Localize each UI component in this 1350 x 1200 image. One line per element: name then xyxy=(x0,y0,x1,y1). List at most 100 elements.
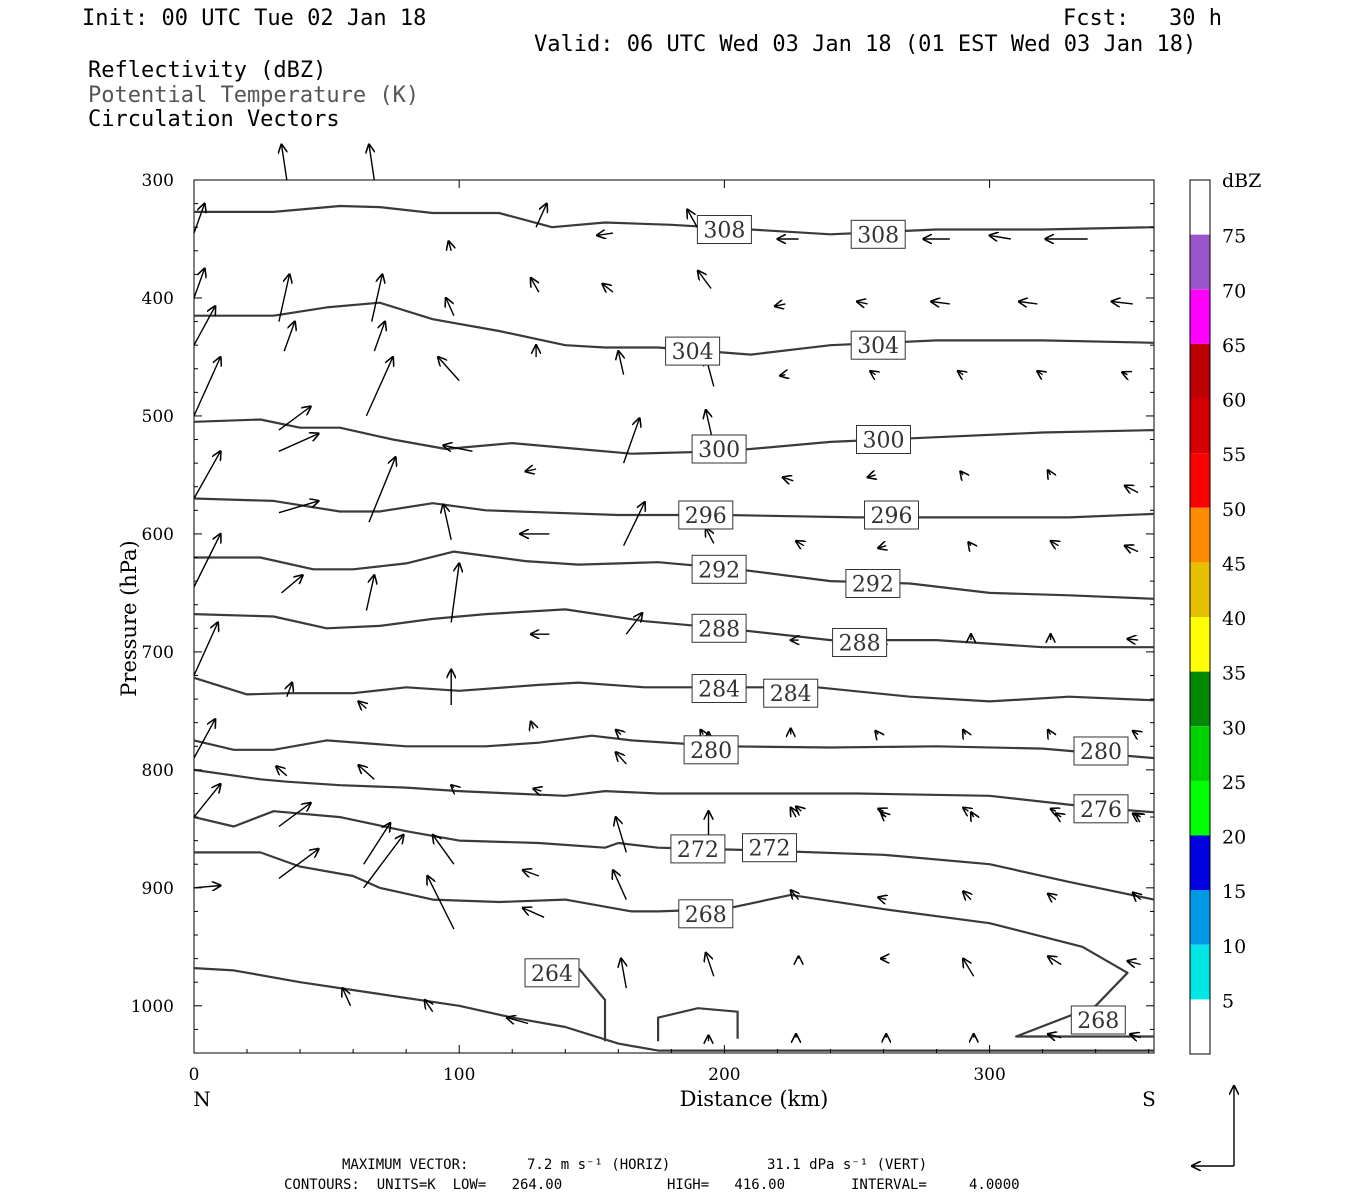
colorbar-label: 55 xyxy=(1222,444,1246,466)
colorbar-segment xyxy=(1190,562,1210,617)
colorbar-segment xyxy=(1190,398,1210,454)
colorbar-segment xyxy=(1190,343,1210,399)
circulation-vector xyxy=(616,817,627,853)
circulation-vector xyxy=(193,269,205,299)
circulation-vector xyxy=(278,434,319,452)
circulation-vector xyxy=(278,803,311,828)
circulation-vector xyxy=(706,528,715,544)
colorbar-label: 60 xyxy=(1222,390,1246,412)
circulation-vector xyxy=(963,959,975,977)
circulation-vector xyxy=(451,785,454,787)
contour-label-box xyxy=(678,899,734,929)
contour-label-box xyxy=(864,500,919,530)
circulation-vector xyxy=(281,575,303,594)
circulation-vector xyxy=(449,241,452,251)
circulation-vector xyxy=(1133,893,1141,900)
circulation-vector xyxy=(597,233,614,235)
circulation-vector xyxy=(783,477,794,481)
circulation-vector xyxy=(193,784,221,818)
circulation-vector xyxy=(193,204,205,234)
theta-contour-292 xyxy=(194,550,1155,600)
circulation-vector xyxy=(358,701,366,708)
circulation-vector xyxy=(706,953,715,977)
theta-contour-268 xyxy=(194,851,1154,1038)
colorbar-segment xyxy=(1190,944,1210,1000)
theta-contour-264 xyxy=(193,967,1154,1052)
theta-contour-304 xyxy=(194,301,1155,356)
theta-contour-288 xyxy=(193,608,1154,649)
circulation-vector xyxy=(363,835,404,889)
circulation-vector xyxy=(1112,302,1133,304)
legend-reflectivity: Reflectivity (dBZ) xyxy=(88,58,327,83)
colorbar-segment xyxy=(1190,835,1210,891)
colorbar-label: 65 xyxy=(1222,335,1246,357)
circulation-vector xyxy=(373,322,385,352)
circulation-vector xyxy=(1051,809,1056,811)
circulation-vector xyxy=(446,298,455,316)
init-time: Init: 00 UTC Tue 02 Jan 18 xyxy=(82,6,427,31)
colorbar-label: 25 xyxy=(1222,772,1246,794)
contour-label: 264 xyxy=(531,962,573,987)
circulation-vector xyxy=(368,457,396,523)
colorbar-label: 30 xyxy=(1222,717,1246,739)
circulation-vector xyxy=(1048,730,1051,735)
valid-time: Valid: 06 UTC Wed 03 Jan 18 (01 EST Wed … xyxy=(534,32,1197,57)
circulation-vector xyxy=(1056,814,1061,818)
x-tick-label: 100 xyxy=(443,1065,475,1085)
circulation-vector xyxy=(450,563,459,623)
circulation-vector xyxy=(1051,541,1059,546)
contour-label-box xyxy=(683,735,739,765)
contour-label-box xyxy=(856,425,911,454)
contour-label: 280 xyxy=(1080,740,1122,765)
circulation-vector xyxy=(878,897,886,899)
contour-label: 292 xyxy=(698,558,740,583)
contour-interval: INTERVAL= 4.0000 xyxy=(851,1177,1020,1193)
north-label: N xyxy=(193,1087,211,1111)
circulation-vector xyxy=(425,1000,433,1013)
circulation-vector xyxy=(701,730,704,735)
contour-label-box xyxy=(665,336,721,366)
theta-contour-segment xyxy=(569,957,607,1042)
circulation-vector xyxy=(791,890,799,899)
contour-label-box xyxy=(691,674,747,703)
circulation-vector xyxy=(278,501,319,514)
circulation-vector xyxy=(1128,961,1141,965)
circulation-vector xyxy=(193,534,221,588)
contour-label: 296 xyxy=(685,504,727,529)
contour-label-box xyxy=(832,628,888,657)
circulation-vector xyxy=(1019,302,1038,304)
circulation-vector xyxy=(931,302,950,304)
circulation-vector xyxy=(533,789,541,791)
contour-label-box xyxy=(1070,1005,1126,1035)
circulation-vector xyxy=(363,823,391,865)
circulation-vector xyxy=(698,271,712,289)
colorbar-segment xyxy=(1190,289,1210,344)
south-label: S xyxy=(1142,1087,1156,1111)
circulation-vector xyxy=(870,371,875,375)
x-tick-label: 0 xyxy=(189,1065,200,1085)
circulation-vector xyxy=(531,278,540,293)
legend-vectors: Circulation Vectors xyxy=(88,107,340,132)
colorbar-label: 45 xyxy=(1222,553,1246,575)
contour-label: 304 xyxy=(672,340,714,365)
contour-label-box xyxy=(524,958,580,988)
colorbar-title: dBZ xyxy=(1222,170,1261,192)
circulation-vector xyxy=(531,722,534,729)
contour-label-box xyxy=(845,569,901,598)
y-tick-label: 1000 xyxy=(131,997,174,1017)
colorbar-segment xyxy=(1190,234,1210,290)
contour-label-box xyxy=(1073,794,1129,824)
contour-label: 304 xyxy=(857,334,899,359)
circulation-vector xyxy=(438,357,460,382)
circulation-vector xyxy=(857,302,868,304)
max-vector-label: MAXIMUM VECTOR: xyxy=(342,1157,469,1173)
contour-label: 268 xyxy=(1077,1009,1119,1034)
colorbar-segment xyxy=(1190,507,1210,563)
x-tick-label: 300 xyxy=(973,1065,1005,1085)
contour-label: 308 xyxy=(857,223,899,248)
circulation-vector xyxy=(365,357,393,417)
contour-label-box xyxy=(1073,736,1129,766)
circulation-vector xyxy=(193,622,218,676)
circulation-vector xyxy=(780,375,785,376)
